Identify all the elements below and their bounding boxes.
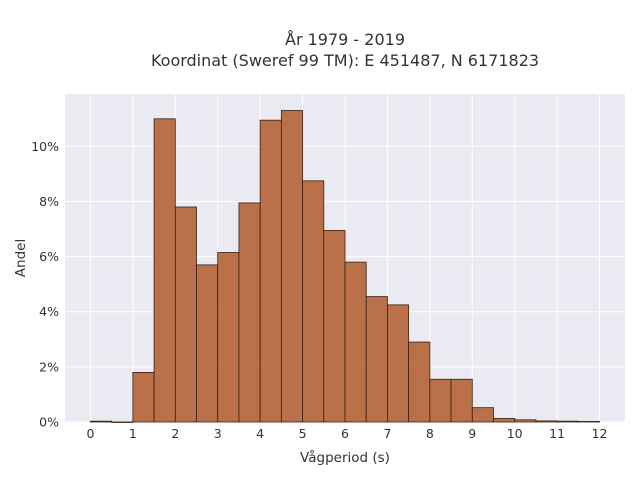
x-tick-label: 11 [549, 426, 565, 441]
histogram-bar [132, 371, 155, 423]
y-tick-label: 6% [39, 249, 59, 264]
x-tick-label: 0 [86, 426, 94, 441]
histogram-bar [387, 304, 410, 423]
x-tick-label: 12 [592, 426, 608, 441]
y-tick-label: 10% [31, 139, 59, 154]
histogram-bar [259, 119, 282, 423]
chart-title: År 1979 - 2019 [285, 30, 405, 49]
x-tick-label: 9 [468, 426, 476, 441]
y-axis-label: Andel [13, 239, 29, 277]
histogram-bar [302, 180, 325, 423]
x-tick-label: 8 [426, 426, 434, 441]
y-axis-ticks: 0% 2% 4% 6% 8% 10% [31, 139, 59, 430]
y-tick-label: 8% [39, 194, 59, 209]
histogram-bar [90, 420, 113, 423]
histogram-bar [514, 419, 537, 423]
x-tick-label: 3 [214, 426, 222, 441]
bars [90, 110, 600, 423]
histogram-bar [238, 202, 261, 423]
histogram-bar [153, 118, 176, 423]
histogram-bar [493, 418, 516, 423]
histogram-bar [450, 378, 473, 423]
histogram-bar [408, 341, 431, 423]
x-tick-label: 1 [129, 426, 137, 441]
x-tick-label: 6 [341, 426, 349, 441]
histogram-bar [556, 420, 579, 423]
y-tick-label: 4% [39, 304, 59, 319]
histogram-bar [111, 421, 134, 423]
histogram-bar [217, 252, 240, 423]
x-tick-label: 10 [507, 426, 523, 441]
histogram-bar [280, 110, 303, 423]
histogram-bar [535, 420, 558, 423]
chart-subtitle: Koordinat (Sweref 99 TM): E 451487, N 61… [151, 51, 539, 70]
x-tick-label: 4 [256, 426, 264, 441]
histogram-bar [196, 264, 219, 423]
x-tick-label: 5 [299, 426, 307, 441]
histogram-bar [577, 421, 600, 423]
histogram-bar [344, 261, 367, 423]
histogram-bar [365, 296, 388, 423]
histogram-bar [471, 407, 494, 423]
y-tick-label: 0% [39, 415, 59, 430]
histogram-bar [323, 230, 346, 423]
x-tick-label: 2 [171, 426, 179, 441]
histogram-bar [174, 206, 197, 423]
histogram-bar [429, 378, 452, 423]
y-tick-label: 2% [39, 359, 59, 374]
x-axis-ticks: 0 1 2 3 4 5 6 7 8 9 10 11 12 [86, 426, 607, 441]
x-axis-label: Vågperiod (s) [300, 449, 390, 466]
x-tick-label: 7 [383, 426, 391, 441]
